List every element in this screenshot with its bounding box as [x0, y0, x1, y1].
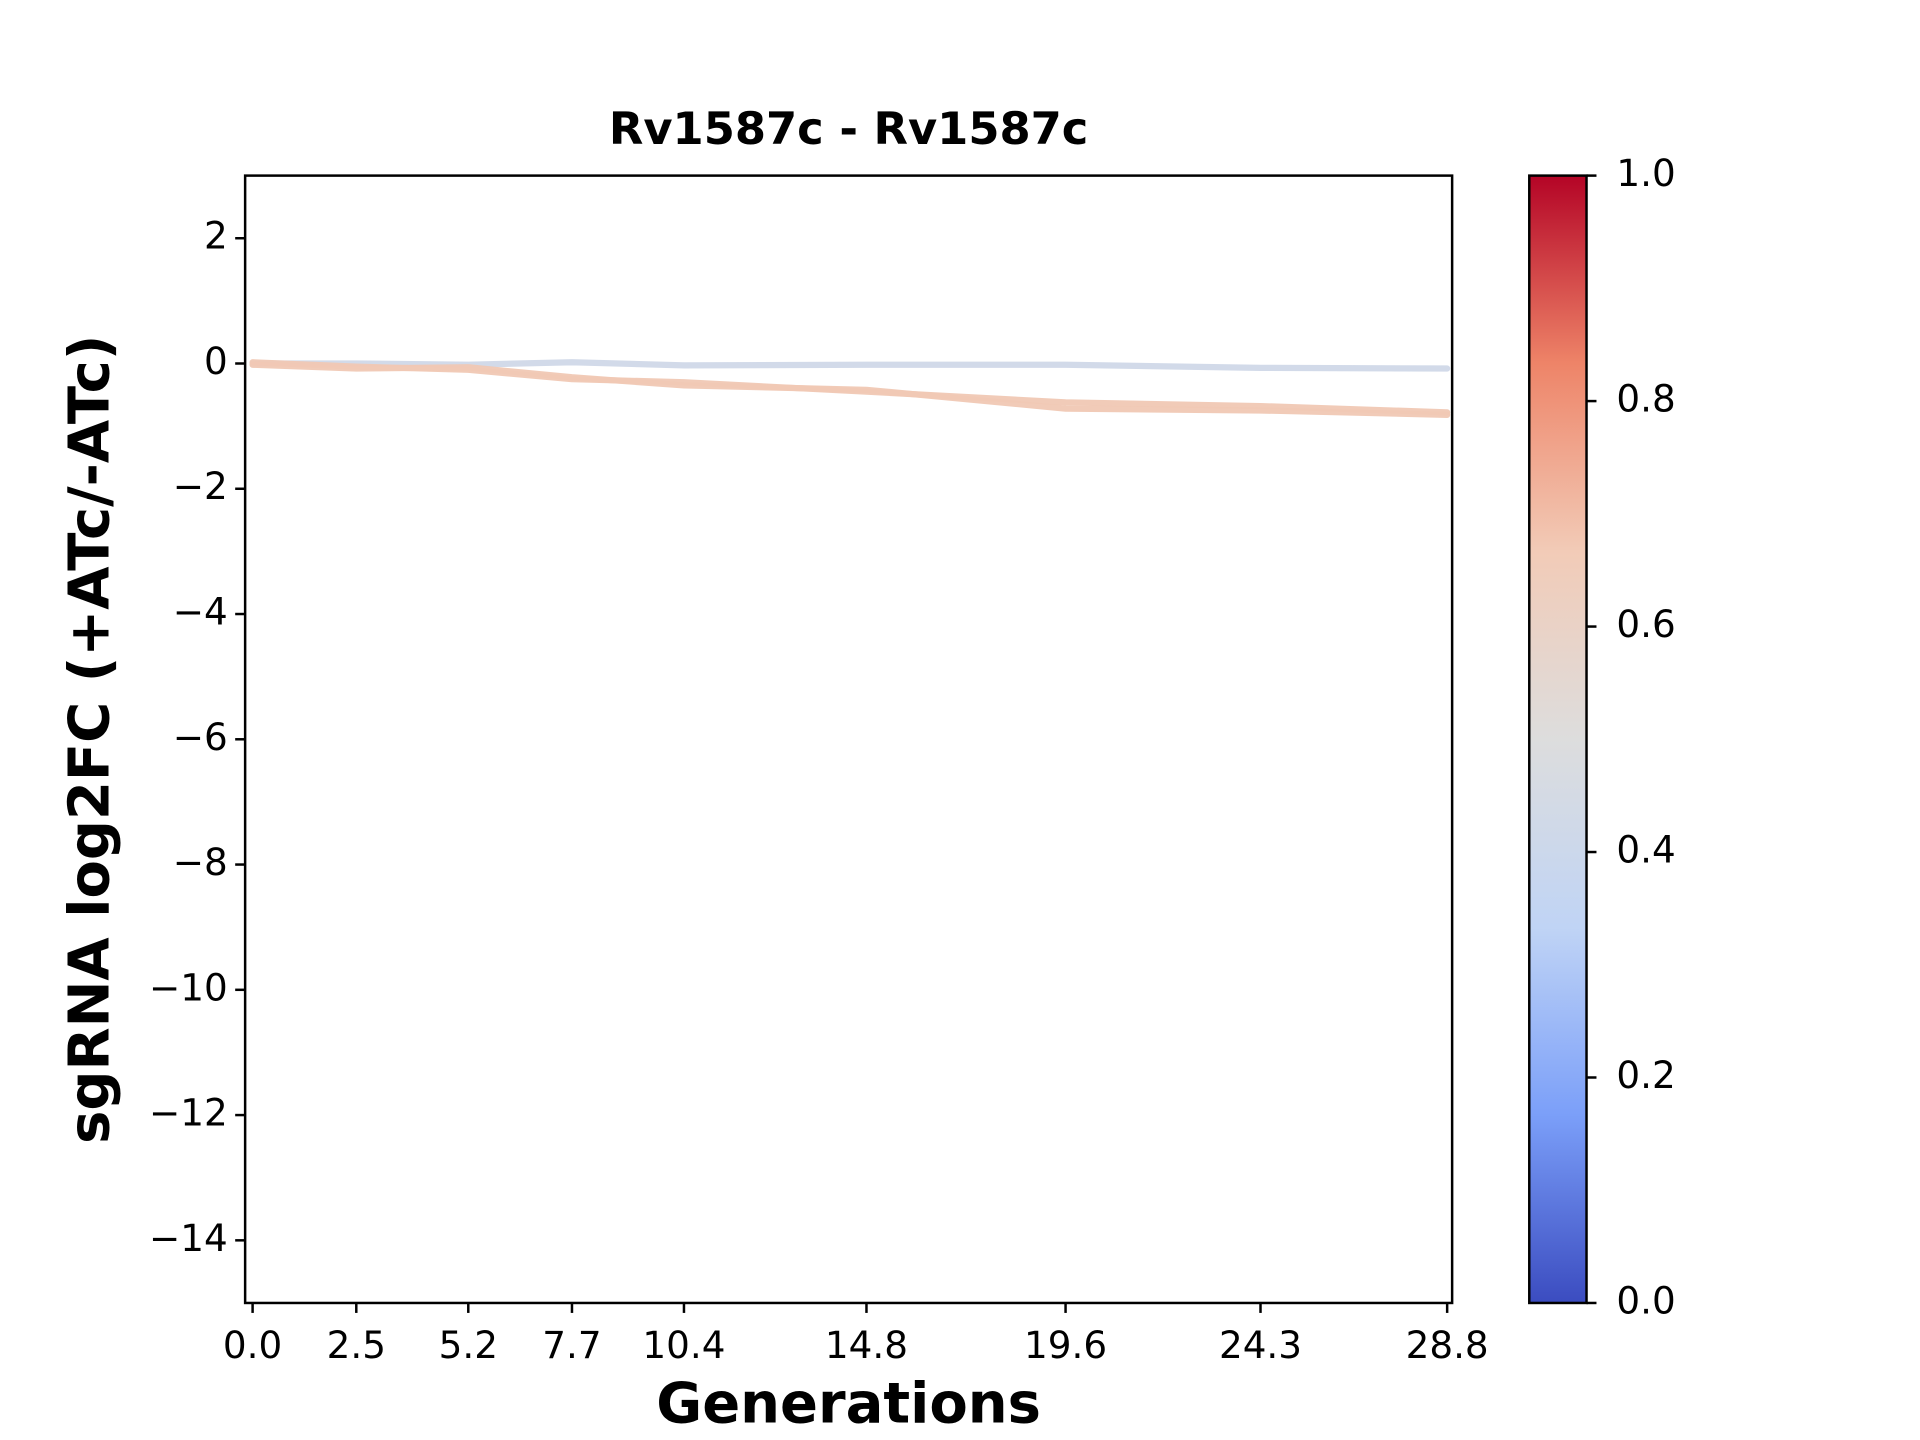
y-tick-label: 0 — [204, 339, 228, 383]
y-tick-label: −10 — [149, 965, 228, 1009]
colorbar-tick-label: 0.6 — [1616, 602, 1675, 646]
x-axis-label: Generations — [656, 1372, 1041, 1437]
x-tick-label: 14.8 — [825, 1323, 908, 1367]
x-tick-label: 10.4 — [642, 1323, 725, 1367]
colorbar-tick-label: 0.8 — [1616, 377, 1675, 421]
x-tick-label: 2.5 — [327, 1323, 386, 1367]
y-axis-label: sgRNA log2FC (+ATc/-ATc) — [57, 335, 122, 1144]
x-tick-label: 28.8 — [1406, 1323, 1489, 1367]
data-line — [249, 361, 1451, 418]
y-tick-label: −8 — [173, 840, 228, 884]
colorbar — [1528, 174, 1588, 1305]
y-tick-label: 2 — [204, 214, 228, 258]
y-tick-label: −12 — [149, 1091, 228, 1135]
y-tick-label: −6 — [173, 715, 228, 759]
x-tick-label: 5.2 — [439, 1323, 498, 1367]
colorbar-tick-label: 0.4 — [1616, 828, 1675, 872]
x-tick-label: 19.6 — [1024, 1323, 1107, 1367]
x-tick-label: 7.7 — [542, 1323, 601, 1367]
y-tick-label: −2 — [173, 464, 228, 508]
plot-frame — [243, 174, 1454, 1305]
x-tick-label: 24.3 — [1219, 1323, 1302, 1367]
data-line — [249, 359, 1451, 372]
chart-title: Rv1587c - Rv1587c — [609, 102, 1088, 155]
colorbar-tick-label: 0.0 — [1616, 1278, 1675, 1322]
y-tick-label: −14 — [149, 1216, 228, 1260]
y-tick-label: −4 — [173, 590, 228, 634]
colorbar-tick-label: 1.0 — [1616, 151, 1675, 195]
colorbar-tick-label: 0.2 — [1616, 1053, 1675, 1097]
x-tick-label: 0.0 — [223, 1323, 282, 1367]
